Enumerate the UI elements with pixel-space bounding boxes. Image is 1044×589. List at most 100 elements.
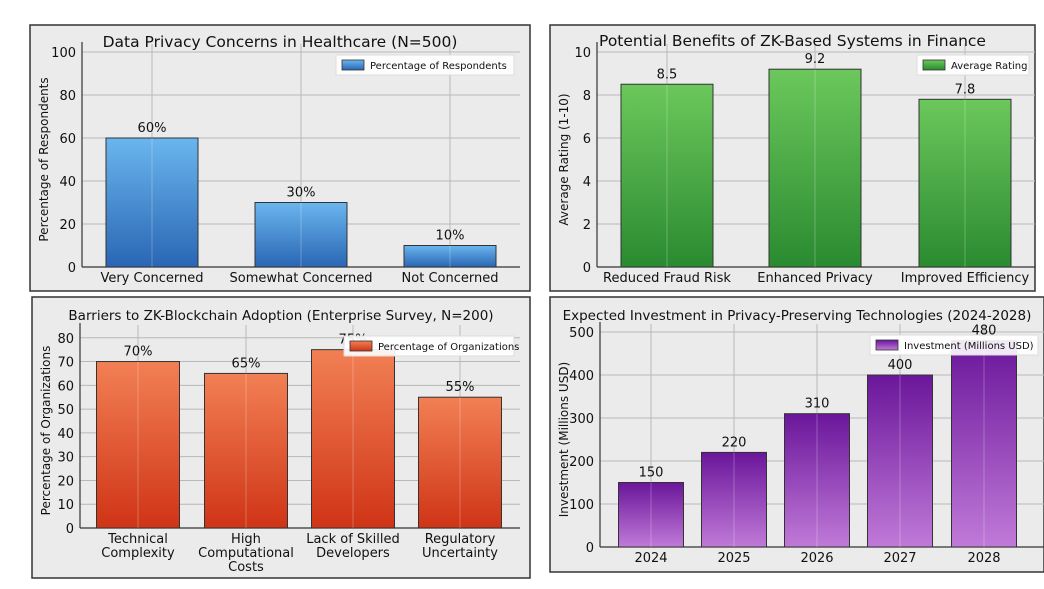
data-label: 310 [805, 397, 830, 412]
y-tick-label: 30 [57, 451, 74, 466]
chart-title: Potential Benefits of ZK-Based Systems i… [599, 32, 986, 50]
bar [620, 83, 714, 268]
legend: Investment (Millions USD) [869, 334, 1039, 356]
y-tick-label: 400 [569, 369, 594, 384]
legend-swatch [349, 340, 373, 352]
legend: Average Rating [916, 54, 1030, 76]
legend-label: Average Rating [951, 61, 1027, 72]
x-tick-label: 2026 [800, 551, 833, 566]
y-tick-label: 6 [583, 132, 591, 147]
data-label: 60% [138, 121, 167, 136]
y-tick-label: 80 [57, 332, 74, 347]
x-tick-label: Developers [316, 546, 390, 561]
y-tick-label: 60 [59, 132, 76, 147]
x-tick-label: Improved Efficiency [901, 271, 1030, 286]
data-label: 9.2 [805, 52, 826, 67]
legend: Percentage of Organizations [343, 335, 519, 357]
chart-panel-4: 0 100 200 300 400 500 150 2024 220 2025 310 2026 400… [549, 296, 1044, 573]
legend-label: Percentage of Respondents [370, 61, 507, 72]
legend: Percentage of Respondents [335, 54, 515, 76]
bar [418, 396, 502, 529]
legend-label: Percentage of Organizations [378, 342, 519, 353]
legend-label: Investment (Millions USD) [904, 341, 1034, 352]
y-axis-label: Percentage of Organizations [39, 346, 53, 516]
y-tick-label: 80 [59, 89, 76, 104]
x-tick-label: 2028 [967, 551, 1000, 566]
chart-title: Data Privacy Concerns in Healthcare (N=5… [103, 33, 458, 51]
bar [951, 340, 1017, 548]
chart-panel-1: 0 20 40 60 80 100 60% Very Concerned 30% Somewhat… [29, 24, 531, 292]
y-tick-label: 0 [66, 522, 74, 537]
y-tick-label: 500 [569, 326, 594, 341]
x-tick-label: Enhanced Privacy [757, 271, 873, 286]
legend-box [335, 54, 515, 76]
x-tick-label: Reduced Fraud Risk [603, 271, 731, 286]
x-tick-label: Complexity [101, 546, 175, 561]
y-tick-label: 40 [59, 175, 76, 190]
y-tick-label: 40 [57, 427, 74, 442]
bar [204, 372, 288, 529]
y-tick-label: 20 [59, 218, 76, 233]
y-tick-label: 4 [583, 175, 591, 190]
y-tick-label: 0 [583, 261, 591, 276]
x-tick-label: 2024 [634, 551, 667, 566]
data-label: 70% [124, 345, 153, 360]
x-tick-label: 2027 [883, 551, 916, 566]
chart-title: Expected Investment in Privacy-Preservin… [563, 308, 1032, 324]
y-tick-label: 70 [57, 356, 74, 371]
bar [784, 413, 850, 548]
data-label: 10% [436, 229, 465, 244]
x-tick-label: Technical [107, 532, 168, 547]
x-tick-label: 2025 [717, 551, 750, 566]
bar [311, 349, 395, 529]
y-tick-label: 2 [583, 218, 591, 233]
data-label: 220 [722, 435, 747, 450]
y-tick-label: 100 [51, 46, 76, 61]
legend-swatch [922, 59, 946, 71]
x-tick-label: Not Concerned [402, 271, 499, 286]
bar [105, 137, 199, 268]
data-label: 400 [888, 358, 913, 373]
y-tick-label: 8 [583, 89, 591, 104]
data-label: 150 [639, 466, 664, 481]
chart-panel-2: 0 2 4 6 8 10 8.5 Reduced Fraud Risk 9.2 Enhanced … [549, 24, 1036, 292]
legend-box [869, 334, 1039, 356]
bar [254, 202, 348, 268]
bar [403, 245, 497, 268]
x-tick-label: High [231, 532, 261, 547]
data-label: 8.5 [657, 67, 678, 82]
x-tick-label: Costs [228, 560, 264, 575]
data-label: 7.8 [955, 82, 976, 97]
chart-title: Barriers to ZK-Blockchain Adoption (Ente… [68, 308, 493, 324]
y-axis-label: Percentage of Respondents [37, 77, 51, 241]
data-label: 65% [232, 356, 261, 371]
x-tick-label: Somewhat Concerned [230, 271, 373, 286]
y-axis-label: Average Rating (1-10) [557, 93, 571, 225]
bar [918, 98, 1012, 268]
data-label: 30% [287, 186, 316, 201]
legend-box [343, 335, 515, 357]
bar [701, 451, 767, 548]
x-tick-label: Computational [198, 546, 294, 561]
y-tick-label: 200 [569, 455, 594, 470]
y-tick-label: 0 [68, 261, 76, 276]
y-tick-label: 10 [57, 498, 74, 513]
y-axis-label: Investment (Millions USD) [557, 362, 571, 518]
bar [96, 361, 180, 529]
x-tick-label: Uncertainty [422, 546, 498, 561]
y-tick-label: 10 [574, 46, 591, 61]
legend-swatch [341, 59, 365, 71]
x-tick-label: Lack of Skilled [306, 532, 400, 547]
y-tick-label: 0 [586, 541, 594, 556]
y-tick-label: 300 [569, 412, 594, 427]
data-label: 55% [446, 380, 475, 395]
legend-swatch [875, 339, 899, 351]
y-tick-label: 60 [57, 379, 74, 394]
bar [768, 68, 862, 268]
y-tick-label: 20 [57, 474, 74, 489]
x-tick-label: Very Concerned [100, 271, 203, 286]
bar [867, 374, 933, 548]
bar [618, 482, 684, 548]
